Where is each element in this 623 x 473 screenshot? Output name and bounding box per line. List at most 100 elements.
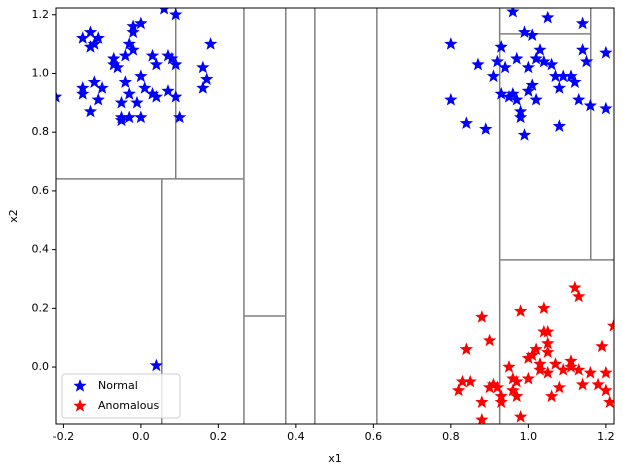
point <box>482 333 497 347</box>
point <box>161 48 175 62</box>
point <box>599 383 613 397</box>
point <box>95 81 109 94</box>
x-tick-label: 0.4 <box>287 430 305 443</box>
x-tick-label: 0.0 <box>132 430 150 443</box>
y-tick-label: 0.8 <box>32 125 50 138</box>
y-tick-label: 1.2 <box>32 8 50 21</box>
point <box>564 354 578 367</box>
point <box>533 42 547 56</box>
point <box>122 110 136 124</box>
point <box>87 75 102 88</box>
point <box>490 54 505 68</box>
point <box>122 37 136 50</box>
point <box>502 89 516 103</box>
point <box>134 110 148 124</box>
point <box>583 365 598 379</box>
point <box>130 95 144 109</box>
point <box>169 57 183 71</box>
point <box>556 69 570 83</box>
point <box>513 110 528 124</box>
point <box>529 51 543 65</box>
point <box>583 98 598 112</box>
point <box>591 377 605 391</box>
point <box>118 48 133 62</box>
point <box>118 75 133 88</box>
point <box>541 345 555 359</box>
point <box>564 69 578 83</box>
point <box>149 89 164 103</box>
point <box>568 280 582 294</box>
point <box>126 42 140 56</box>
y-tick-label: 0.6 <box>32 184 50 197</box>
point <box>196 81 210 94</box>
point <box>541 336 555 350</box>
point <box>525 28 539 41</box>
x-tick-label: 0.6 <box>365 430 383 443</box>
point <box>203 37 218 50</box>
point <box>169 8 183 21</box>
point <box>161 84 175 97</box>
point <box>107 51 121 65</box>
point <box>471 57 485 71</box>
point <box>502 360 516 373</box>
point <box>525 78 539 91</box>
point <box>138 81 152 94</box>
legend-marker <box>73 379 87 392</box>
point <box>513 409 528 423</box>
point <box>76 31 90 44</box>
x-tick-label: 0.2 <box>210 430 228 443</box>
point <box>537 54 551 68</box>
y-tick-label: 0.2 <box>32 301 50 314</box>
plot-frame <box>55 7 615 425</box>
point <box>114 95 129 109</box>
point <box>122 87 136 100</box>
y-tick-label: 0.4 <box>32 243 50 256</box>
point <box>568 75 582 88</box>
point <box>552 119 567 132</box>
x-tick-label: 1.2 <box>597 430 615 443</box>
point <box>595 339 609 353</box>
y-tick-label: 0.0 <box>32 360 50 373</box>
plot <box>56 8 614 424</box>
point <box>556 362 570 376</box>
point <box>451 383 466 397</box>
point <box>579 54 594 68</box>
point <box>544 57 559 71</box>
point <box>513 304 528 317</box>
point <box>444 37 458 50</box>
point <box>575 16 590 30</box>
point <box>91 31 105 44</box>
point <box>56 90 63 103</box>
point <box>541 324 555 338</box>
point <box>114 113 129 127</box>
point <box>548 357 563 370</box>
point <box>110 60 125 74</box>
point <box>510 51 524 65</box>
point <box>479 122 493 135</box>
point <box>506 371 520 385</box>
point <box>494 87 508 100</box>
point <box>145 87 160 100</box>
point <box>196 60 210 74</box>
point <box>159 8 170 15</box>
point <box>475 310 489 323</box>
point <box>463 374 477 388</box>
point <box>506 8 520 18</box>
legend-label: Anomalous <box>98 399 159 412</box>
point <box>475 395 489 408</box>
point <box>541 365 555 379</box>
point <box>510 389 524 403</box>
point <box>541 10 555 24</box>
point <box>537 301 551 314</box>
point <box>172 110 187 124</box>
point <box>575 42 590 56</box>
point <box>494 40 508 53</box>
point <box>572 92 586 106</box>
x-axis-label: x1 <box>328 452 342 465</box>
legend-marker <box>73 399 87 412</box>
point <box>606 318 614 332</box>
point <box>552 380 567 394</box>
point <box>521 60 536 74</box>
point <box>149 57 164 71</box>
point <box>506 383 520 397</box>
